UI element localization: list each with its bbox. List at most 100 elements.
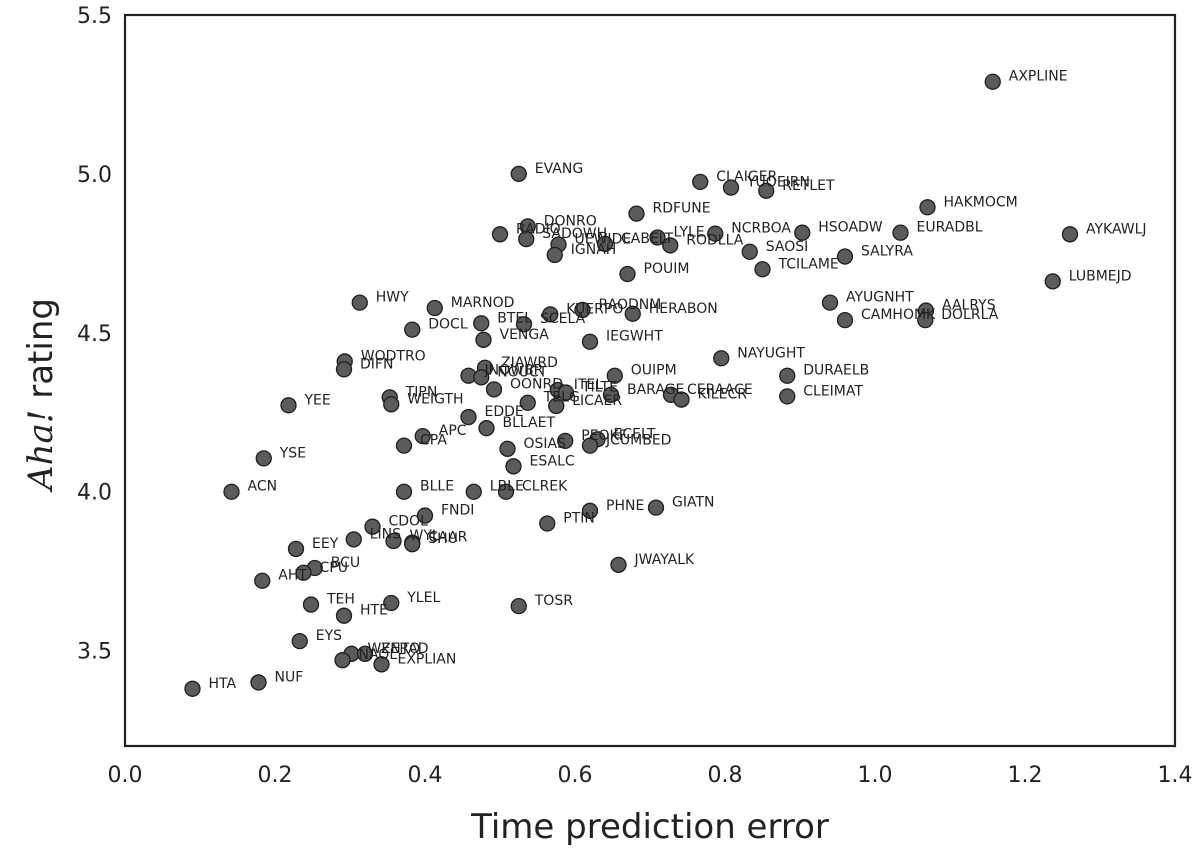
x-tick-label: 1.2 <box>1008 763 1043 788</box>
data-point <box>351 294 368 311</box>
data-point <box>295 564 312 581</box>
point-label: EVANG <box>535 161 583 177</box>
point-label: WEIGTH <box>407 391 463 407</box>
data-point <box>581 333 599 350</box>
point-label: HTA <box>209 676 237 692</box>
x-tick-label: 1.0 <box>858 763 893 788</box>
point-label: CPU <box>320 560 348 576</box>
point-label: POUIM <box>644 261 690 277</box>
data-point <box>754 261 771 278</box>
point-label: BTEL <box>497 310 532 326</box>
point-label: KILECR <box>698 387 748 403</box>
data-point <box>383 594 400 612</box>
data-point <box>385 532 402 550</box>
data-point <box>335 361 353 378</box>
data-point <box>499 440 516 457</box>
data-point <box>673 391 690 408</box>
point-label: CAMHOMK <box>861 307 936 323</box>
x-tick-label: 1.4 <box>1158 763 1193 788</box>
data-point <box>364 518 381 535</box>
point-label: YSE <box>279 445 306 461</box>
plot-frame <box>123 13 1177 748</box>
data-point <box>280 397 297 414</box>
data-point <box>581 437 599 454</box>
point-label: SAOSI <box>766 239 809 255</box>
point-label: LINS <box>370 526 401 542</box>
data-point <box>404 536 421 553</box>
point-label: EURADBL <box>917 220 983 236</box>
point-label: VENGA <box>500 327 550 343</box>
x-axis-ticks: 0.0 0.2 0.4 0.6 0.8 1.0 1.2 1.4 <box>108 763 1193 788</box>
data-point <box>557 432 574 450</box>
data-point <box>223 483 240 500</box>
data-point <box>574 301 591 319</box>
point-label: NUF <box>275 669 304 685</box>
data-point <box>414 427 431 445</box>
point-label: ACN <box>248 479 278 495</box>
point-label: APC <box>439 423 467 439</box>
data-point <box>519 394 536 411</box>
point-label: NOUCT <box>497 364 548 380</box>
point-label: TIPN <box>405 384 438 400</box>
point-label: TELG <box>543 390 580 406</box>
data-point <box>356 645 374 662</box>
data-point <box>707 225 724 242</box>
point-label: HAKMOCM <box>944 194 1018 210</box>
point-label: BLLE <box>420 479 454 495</box>
x-axis-title: Time prediction error <box>470 807 829 847</box>
data-point <box>917 311 934 329</box>
data-point <box>518 230 535 248</box>
point-label: JCUMBED <box>605 433 671 449</box>
data-point <box>539 515 556 532</box>
point-label: TEH <box>326 592 355 608</box>
point-label: ECELT <box>614 426 656 442</box>
y-tick-label: 4.5 <box>77 322 112 347</box>
point-label: CLREK <box>522 479 568 495</box>
point-label: TOSR <box>534 593 573 609</box>
data-point <box>758 182 775 199</box>
point-label: IEGWHT <box>606 329 663 345</box>
y-tick-label: 4.0 <box>77 481 112 506</box>
point-label: IGNAH <box>571 242 617 258</box>
data-point <box>602 386 620 403</box>
point-label: OSIAS <box>524 436 567 452</box>
data-point <box>619 265 636 283</box>
point-label: CLEIMAT <box>803 383 863 399</box>
point-label: AHT <box>278 568 307 584</box>
data-point <box>836 311 854 329</box>
point-label: WYL <box>410 528 440 544</box>
data-point <box>510 598 527 615</box>
y-axis-title-italic: Aha! <box>21 410 61 493</box>
point-label: PEOKF <box>581 428 627 444</box>
point-label: ZERO <box>381 641 420 657</box>
point-label: GIATN <box>672 495 715 511</box>
x-tick-label: 0.2 <box>258 763 293 788</box>
point-label: NAYUGHT <box>737 345 805 361</box>
point-label: EEY <box>312 536 339 552</box>
point-label: CLAIGER <box>716 169 777 185</box>
point-label: DONRO <box>544 213 597 229</box>
data-point <box>1061 226 1079 243</box>
data-point <box>383 396 400 413</box>
data-point <box>581 502 599 519</box>
data-point <box>505 458 522 475</box>
data-point <box>291 632 308 650</box>
point-label: WENTAD <box>368 641 429 657</box>
data-point <box>491 226 509 243</box>
data-point <box>184 680 201 697</box>
y-tick-label: 5.0 <box>77 163 112 188</box>
data-point <box>548 397 565 415</box>
point-label: HSOADW <box>818 220 883 236</box>
point-label: OUIPM <box>631 363 677 379</box>
point-label: TILTE <box>581 380 618 396</box>
point-label: WODTRO <box>361 348 426 364</box>
data-point <box>335 607 353 624</box>
data-point <box>919 199 936 216</box>
point-label: YLEL <box>406 590 440 606</box>
data-point <box>465 483 482 500</box>
point-label: RADIO <box>516 221 561 237</box>
data-point <box>255 450 272 467</box>
data-point <box>557 384 575 401</box>
point-label: LBLE <box>490 479 524 495</box>
data-point <box>478 420 495 437</box>
